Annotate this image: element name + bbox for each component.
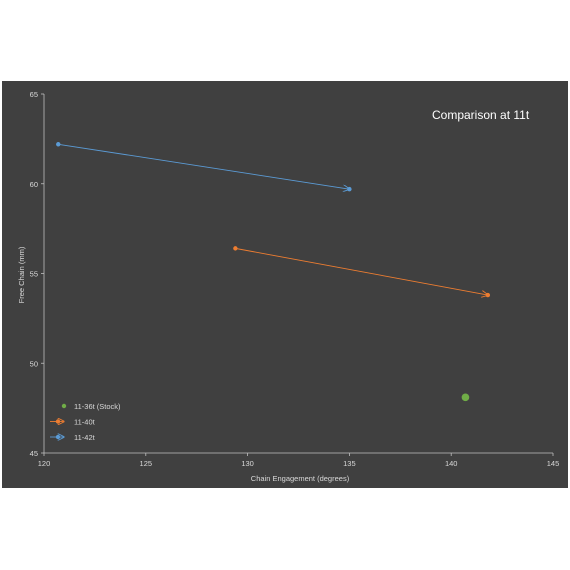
legend-marker-11-42t bbox=[55, 434, 61, 440]
series-line-11-42t bbox=[58, 143, 349, 189]
series-line-11-40t bbox=[235, 247, 487, 295]
x-axis-title: Chain Engagement (degrees) bbox=[251, 474, 350, 483]
x-tick-label: 125 bbox=[140, 459, 153, 468]
legend-label-11-36t-stock: 11-36t (Stock) bbox=[74, 402, 121, 411]
data-point-11-40t bbox=[485, 292, 491, 298]
y-tick-label: 50 bbox=[30, 359, 38, 368]
legend-marker-11-36t-stock bbox=[61, 403, 67, 409]
chart-title: Comparison at 11t bbox=[432, 108, 530, 122]
legend-marker-11-40t bbox=[55, 419, 61, 424]
scatter-chart: 120 125 130 135 140 145 45 50 55 60 65 11-36t (Sto… bbox=[17, 90, 560, 483]
data-point-11-42t bbox=[347, 186, 352, 192]
data-point-11-36t-stock bbox=[461, 393, 470, 402]
y-tick-label: 55 bbox=[30, 270, 38, 279]
x-tick-label: 145 bbox=[547, 459, 560, 468]
chart-area: 120 125 130 135 140 145 45 50 55 60 65 11-36t (Sto… bbox=[2, 81, 568, 488]
data-point-11-42t bbox=[56, 142, 61, 147]
x-tick-label: 120 bbox=[38, 459, 51, 468]
x-tick-label: 130 bbox=[241, 459, 254, 468]
data-point-11-40t bbox=[233, 246, 238, 251]
y-tick-label: 65 bbox=[30, 90, 38, 99]
y-axis-title: Free Chain (mm) bbox=[17, 246, 26, 303]
y-tick-label: 60 bbox=[30, 180, 38, 189]
legend-label-11-42t: 11-42t bbox=[74, 433, 96, 442]
x-tick-label: 140 bbox=[445, 459, 458, 468]
legend-label-11-40t: 11-40t bbox=[74, 417, 96, 426]
y-tick-label: 45 bbox=[30, 449, 38, 458]
x-tick-label: 135 bbox=[343, 459, 356, 468]
